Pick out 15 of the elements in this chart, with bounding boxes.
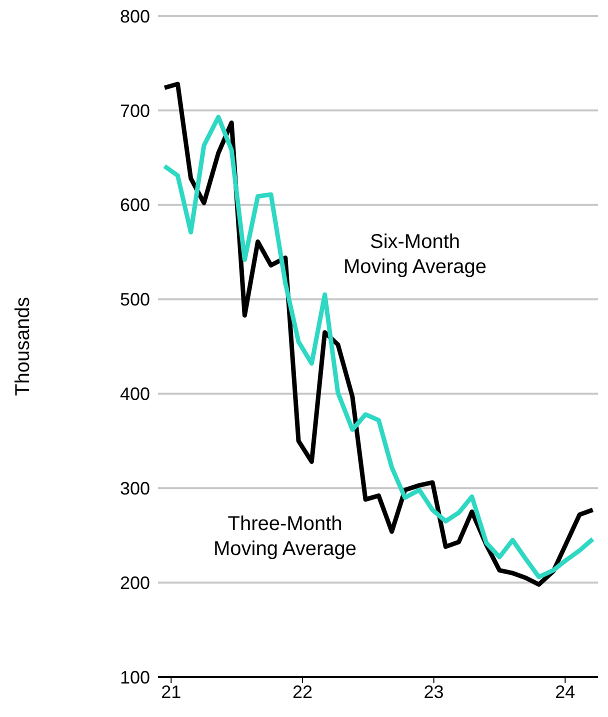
annotation: Three-Month Moving Average	[212, 512, 358, 562]
y-tick-label: 300	[120, 478, 150, 499]
y-tick-label: 600	[120, 195, 150, 216]
x-tick-label: 24	[555, 682, 576, 702]
y-tick-label: 700	[120, 100, 150, 121]
y-tick-label: 200	[120, 572, 150, 593]
annotation: Six-Month Moving Average	[342, 230, 488, 280]
y-tick-label: 800	[120, 6, 150, 26]
y-axis-title: Thousands	[12, 297, 34, 396]
x-tick-label: 21	[161, 682, 182, 702]
y-tick-label: 400	[120, 384, 150, 404]
x-tick-label: 22	[292, 682, 312, 702]
x-tick-label: 23	[424, 682, 444, 702]
y-tick-label: 500	[120, 290, 150, 310]
y-tick-label: 100	[120, 667, 150, 688]
